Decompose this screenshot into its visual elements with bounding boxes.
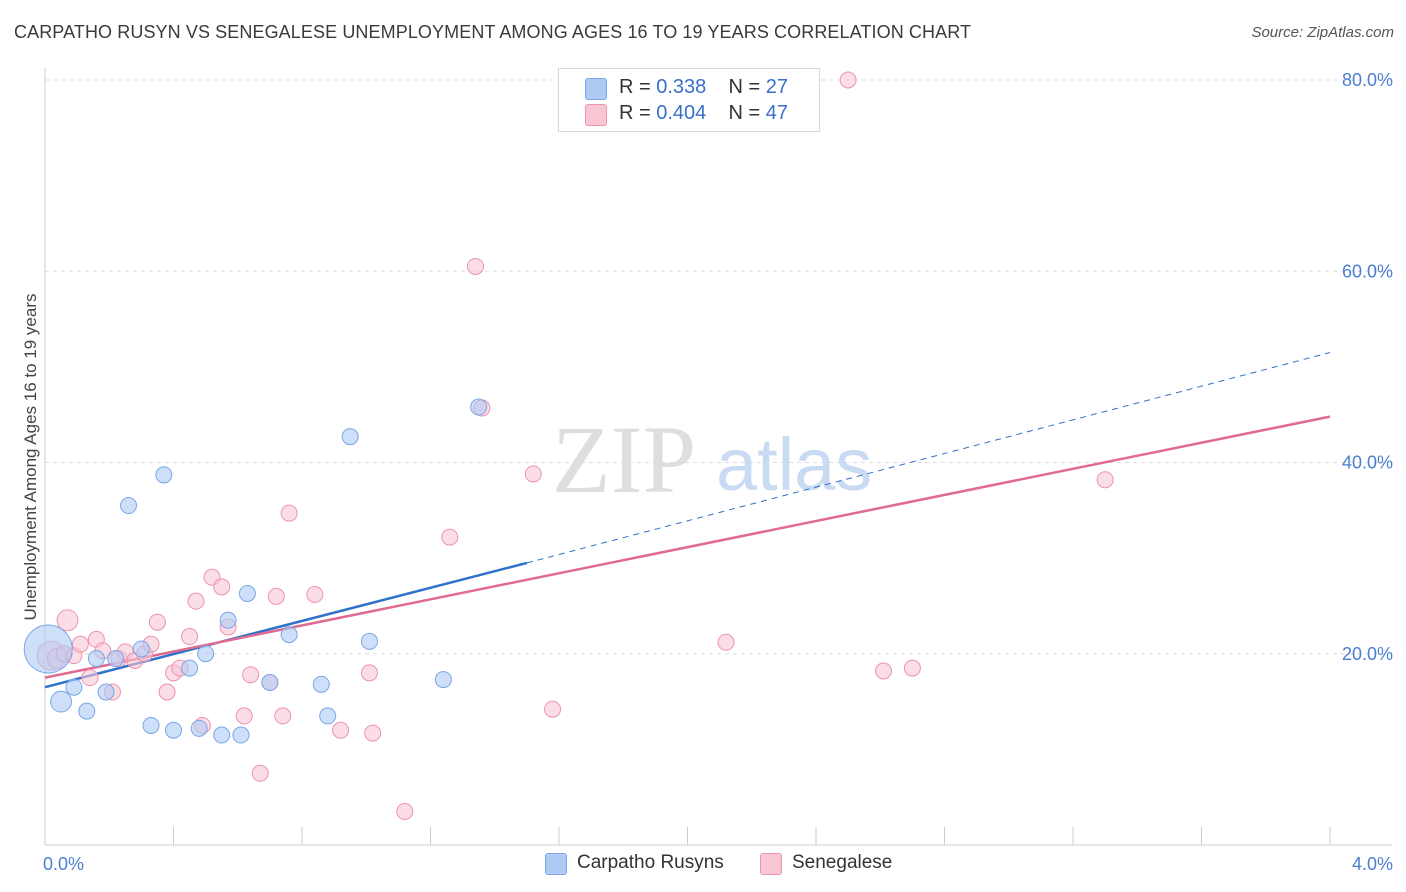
scatter-point xyxy=(470,398,488,416)
scatter-point xyxy=(56,609,79,632)
scatter-point xyxy=(142,716,160,734)
x-tick-label: 0.0% xyxy=(43,854,84,874)
x-tick-label: 4.0% xyxy=(1352,854,1393,874)
trend-line-carpatho xyxy=(44,561,528,689)
scatter-point xyxy=(434,671,452,689)
y-tick-label: 80.0% xyxy=(1342,70,1393,90)
n-value: 27 xyxy=(765,76,789,98)
scatter-point xyxy=(306,585,324,603)
scatter-point xyxy=(466,257,484,275)
watermark: ZIP atlas xyxy=(552,406,872,513)
scatter-point xyxy=(120,497,138,515)
scatter-point xyxy=(155,466,173,484)
scatter-point xyxy=(181,659,199,677)
watermark-atlas: atlas xyxy=(716,423,872,506)
scatter-point xyxy=(197,645,215,663)
scatter-point xyxy=(81,669,99,687)
chart-title: CARPATHO RUSYN VS SENEGALESE UNEMPLOYMEN… xyxy=(14,22,972,42)
legend-swatch-senegalese xyxy=(760,853,782,875)
scatter-point xyxy=(213,578,231,596)
scatter-point xyxy=(274,707,292,725)
axes xyxy=(44,68,1392,846)
n-value: 47 xyxy=(765,102,789,124)
legend-swatch-carpatho xyxy=(545,853,567,875)
scatter-point xyxy=(441,528,459,546)
scatter-point xyxy=(238,585,256,603)
y-tick-label: 60.0% xyxy=(1342,261,1393,281)
scatter-point xyxy=(97,683,115,701)
scatter-point xyxy=(524,465,542,483)
scatter-point xyxy=(181,628,199,646)
scatter-point xyxy=(23,624,73,674)
scatter-point xyxy=(1096,471,1114,489)
n-label: N = xyxy=(728,76,761,98)
scatter-point xyxy=(148,613,166,631)
scatter-point xyxy=(187,592,205,610)
scatter-point xyxy=(251,764,269,782)
scatter-point xyxy=(839,71,857,89)
scatter-point xyxy=(50,690,72,713)
scatter-point xyxy=(544,700,562,718)
scatter-point xyxy=(71,635,89,653)
n-label: N = xyxy=(728,102,761,124)
tick-labels: 20.0% 40.0% 60.0% 80.0% 0.0% 4.0% xyxy=(43,70,1393,874)
scatter-point xyxy=(165,721,182,739)
scatter-points xyxy=(23,71,1114,821)
r-label: R = xyxy=(619,76,651,98)
scatter-point xyxy=(874,662,892,680)
scatter-point xyxy=(364,724,382,742)
scatter-point xyxy=(717,633,735,651)
scatter-point xyxy=(232,726,250,744)
legend-swatch-senegalese xyxy=(585,104,607,126)
scatter-point xyxy=(65,678,83,696)
series-legend: Carpatho Rusyns Senegalese xyxy=(0,852,1406,878)
gridlines xyxy=(45,79,1392,655)
scatter-point xyxy=(213,726,231,744)
scatter-point xyxy=(190,719,208,737)
scatter-point xyxy=(158,683,176,701)
scatter-point xyxy=(235,707,253,725)
scatter-point xyxy=(319,707,337,725)
scatter-point xyxy=(341,428,359,446)
scatter-point xyxy=(332,721,350,739)
scatter-point xyxy=(132,640,150,658)
r-value: 0.404 xyxy=(656,102,707,124)
scatter-point xyxy=(87,650,105,668)
scatter-point xyxy=(312,675,330,693)
y-axis-label: Unemployment Among Ages 16 to 19 years xyxy=(21,294,40,621)
trend-line-senegalese xyxy=(44,415,1331,679)
watermark-zip: ZIP xyxy=(552,406,696,513)
scatter-point xyxy=(360,632,378,650)
legend-label-carpatho: Carpatho Rusyns xyxy=(577,852,724,873)
y-tick-label: 20.0% xyxy=(1342,644,1393,664)
scatter-point xyxy=(78,702,96,720)
scatter-point xyxy=(267,587,285,605)
scatter-point xyxy=(903,659,921,677)
scatter-point xyxy=(280,504,298,522)
stats-legend: R = 0.338 N = 27 R = 0.404 N = 47 xyxy=(558,68,820,132)
source-label: Source: ZipAtlas.com xyxy=(1251,24,1394,41)
scatter-point xyxy=(280,626,298,644)
scatter-point xyxy=(261,673,279,691)
r-label: R = xyxy=(619,102,651,124)
y-tick-label: 40.0% xyxy=(1342,453,1393,473)
scatter-point xyxy=(360,664,378,682)
legend-swatch-carpatho xyxy=(585,78,607,100)
scatter-point xyxy=(219,611,237,629)
scatter-point xyxy=(242,666,260,684)
r-value: 0.338 xyxy=(656,76,707,98)
scatter-point xyxy=(107,650,125,668)
trend-lines xyxy=(44,352,1331,689)
legend-label-senegalese: Senegalese xyxy=(792,852,893,873)
scatter-point xyxy=(396,803,414,821)
